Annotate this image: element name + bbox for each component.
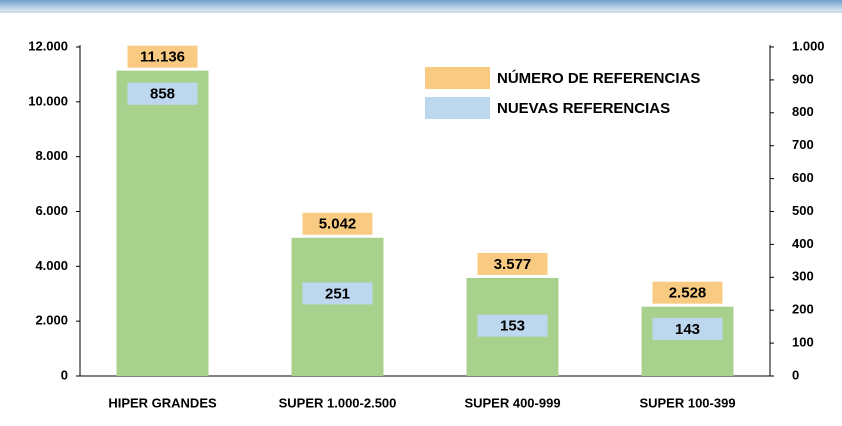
value-label: 2.528 [669, 285, 707, 302]
value-label-box [652, 281, 723, 304]
value-label-box [127, 45, 198, 68]
y2-tick-label: 100 [792, 335, 814, 350]
value-label: 143 [675, 321, 700, 338]
value-label: 858 [150, 86, 175, 103]
y-tick-label: 8.000 [35, 148, 68, 163]
value-label: 251 [325, 285, 350, 302]
banner [0, 0, 842, 11]
value-label: 11.136 [140, 49, 185, 66]
x-tick-label: HIPER GRANDES [108, 395, 217, 410]
bar [641, 306, 734, 376]
value-label-box [302, 282, 373, 305]
y2-tick-label: 600 [792, 170, 814, 185]
y-tick-label: 6.000 [35, 203, 68, 218]
y2-tick-label: 200 [792, 302, 814, 317]
legend-swatch [425, 67, 490, 89]
x-tick-label: SUPER 100-399 [639, 395, 735, 410]
y2-tick-label: 500 [792, 203, 814, 218]
y2-tick-label: 300 [792, 269, 814, 284]
legend-swatch [425, 97, 490, 119]
bar [291, 237, 384, 376]
y-tick-label: 10.000 [28, 93, 68, 108]
y2-tick-label: 800 [792, 104, 814, 119]
y2-tick-label: 0 [792, 367, 799, 382]
value-label-box [302, 212, 373, 235]
y2-tick-label: 400 [792, 236, 814, 251]
y2-tick-label: 900 [792, 71, 814, 86]
y-tick-label: 2.000 [35, 313, 68, 328]
value-label-box [652, 317, 723, 340]
legend-label: NÚMERO DE REFERENCIAS [497, 69, 700, 87]
x-tick-label: SUPER 400-999 [464, 395, 560, 410]
legend-label: NUEVAS REFERENCIAS [497, 100, 670, 117]
value-label: 5.042 [319, 216, 357, 233]
value-label: 3.577 [494, 256, 532, 273]
y-tick-label: 0 [61, 367, 68, 382]
value-label-box [127, 82, 198, 105]
y-tick-label: 4.000 [35, 258, 68, 273]
y-tick-label: 12.000 [28, 38, 68, 53]
bar [116, 70, 209, 377]
value-label-box [477, 252, 548, 275]
value-label: 153 [500, 318, 525, 335]
value-label-box [477, 314, 548, 337]
x-tick-label: SUPER 1.000-2.500 [279, 395, 397, 410]
y2-tick-label: 1.000 [792, 38, 825, 53]
y2-tick-label: 700 [792, 137, 814, 152]
